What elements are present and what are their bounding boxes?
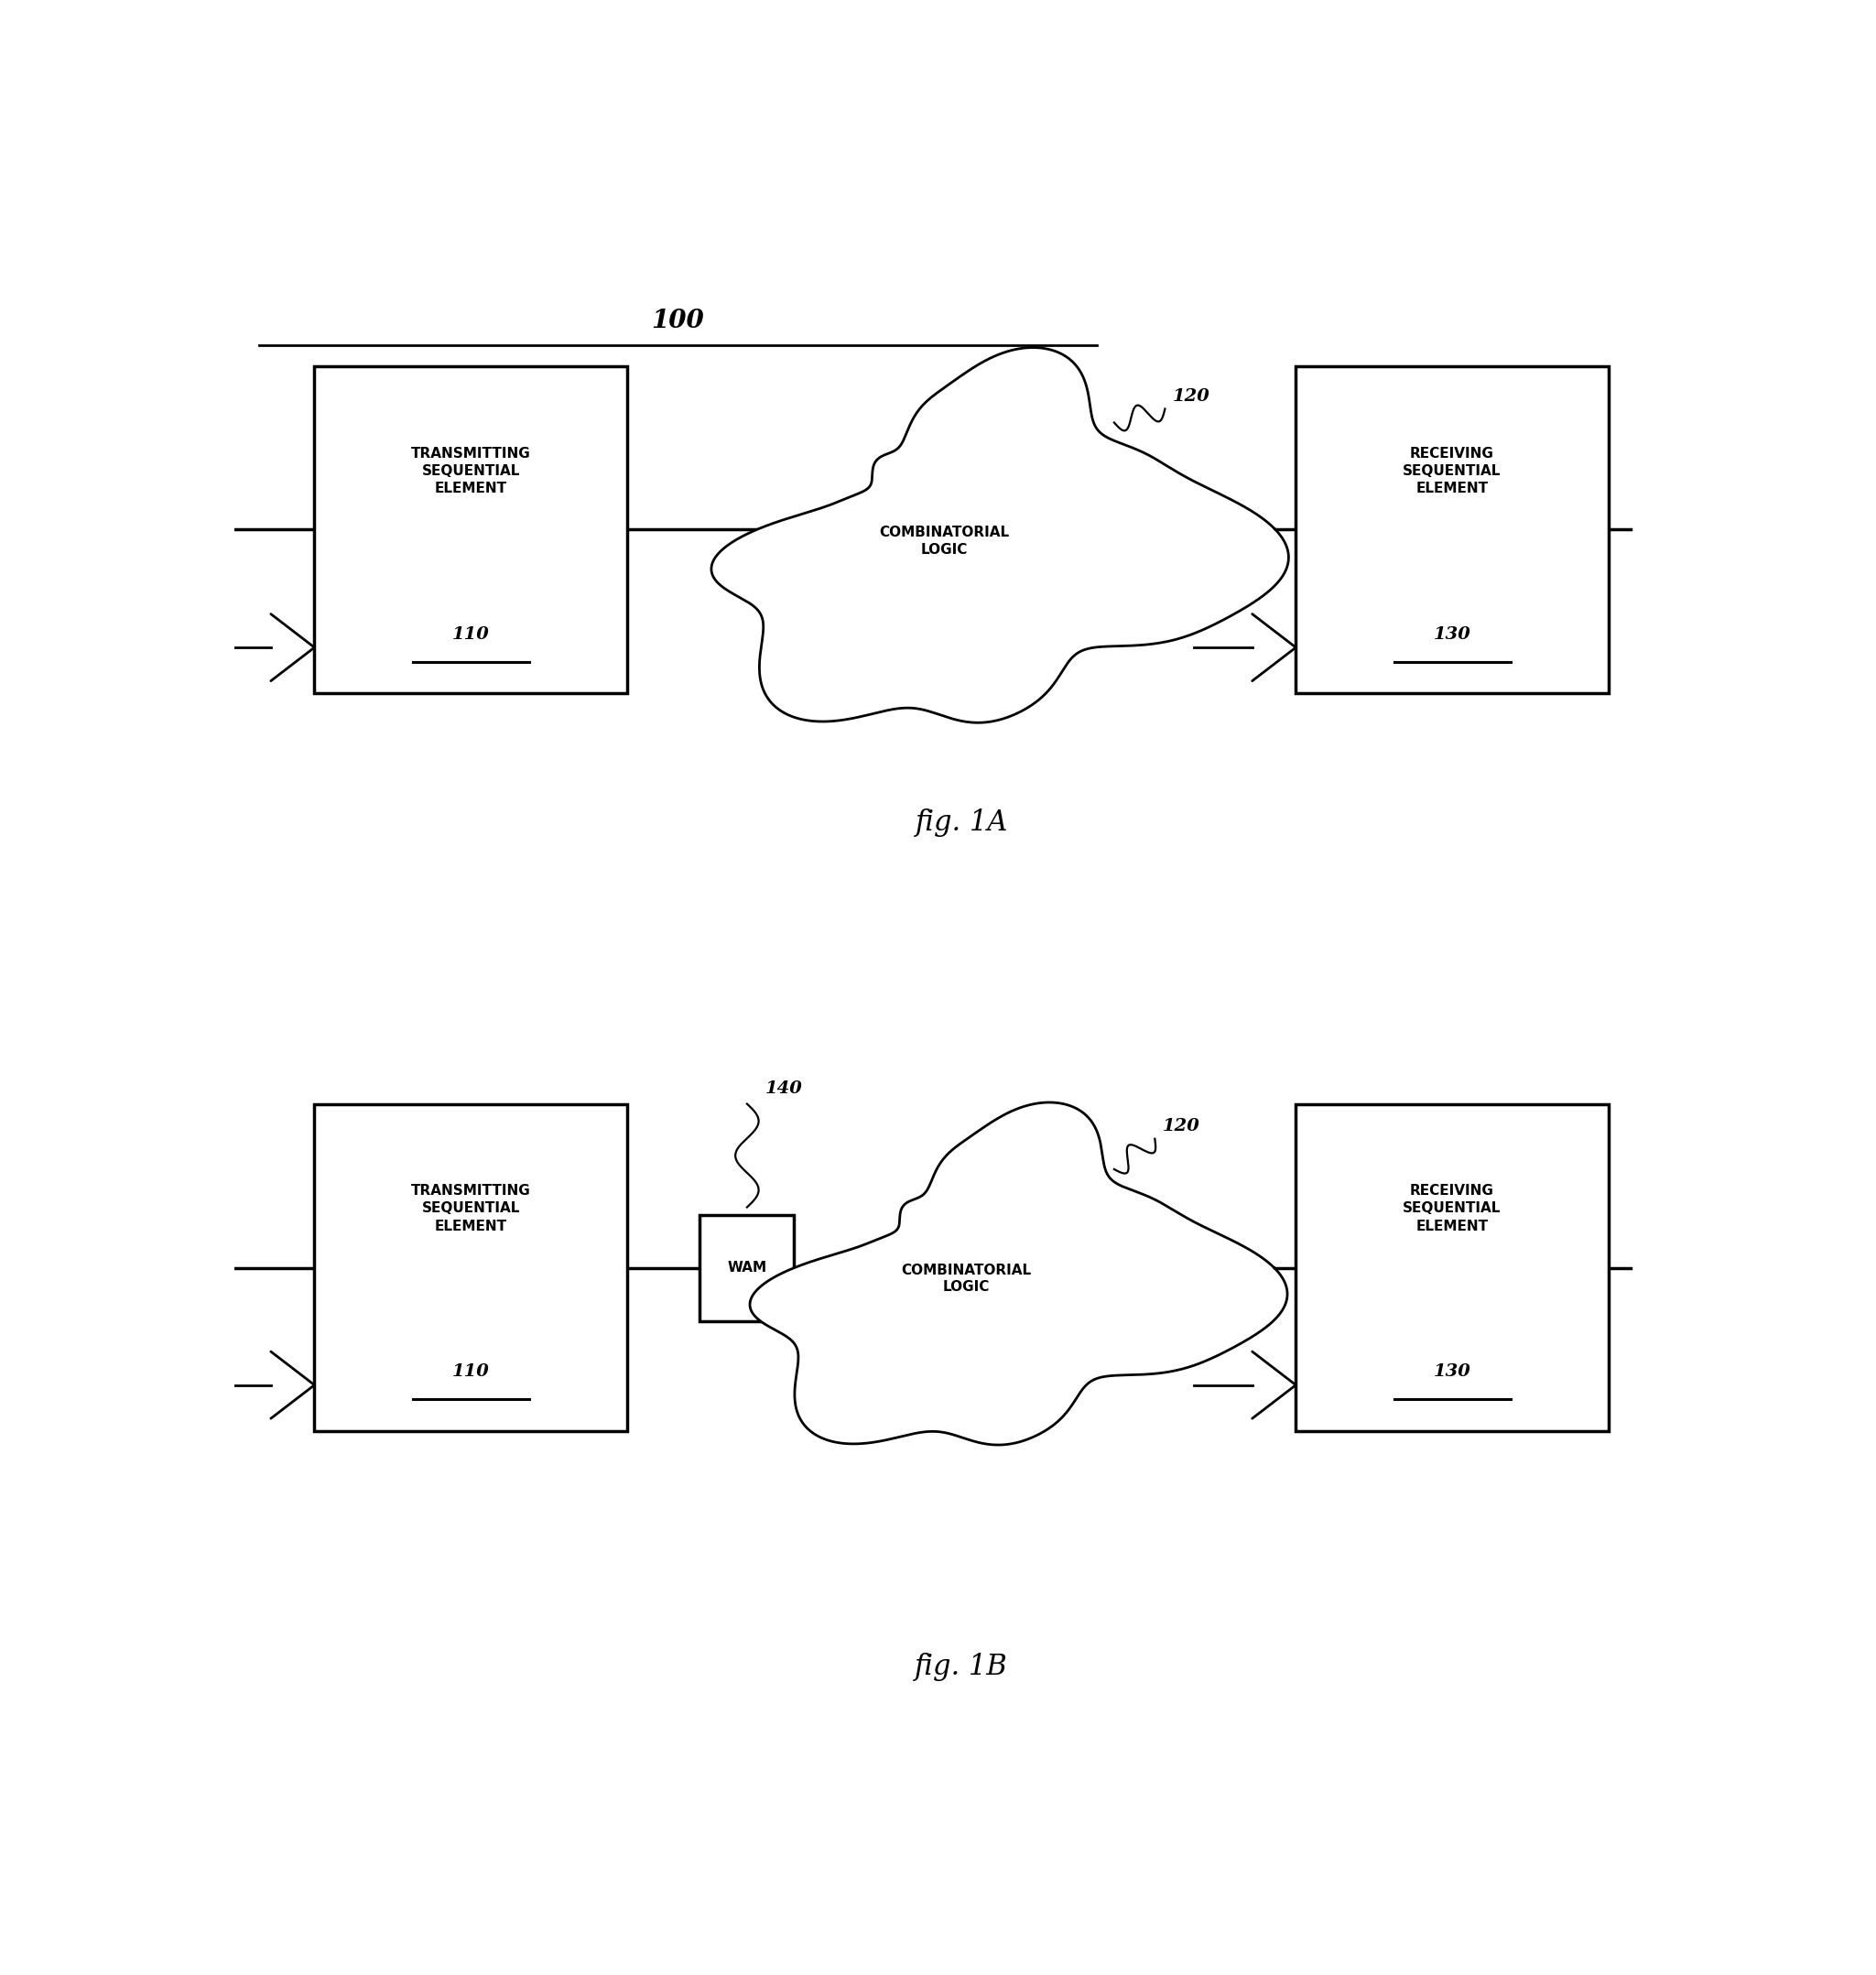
Text: RECEIVING
SEQUENTIAL
ELEMENT: RECEIVING SEQUENTIAL ELEMENT xyxy=(1403,1183,1501,1232)
Bar xyxy=(700,1215,794,1321)
Text: 120: 120 xyxy=(1172,389,1210,405)
Polygon shape xyxy=(750,1102,1287,1446)
Text: COMBINATORIAL
LOGIC: COMBINATORIAL LOGIC xyxy=(900,1264,1032,1294)
Text: COMBINATORIAL
LOGIC: COMBINATORIAL LOGIC xyxy=(880,525,1009,557)
Text: 120: 120 xyxy=(1161,1118,1199,1136)
Bar xyxy=(1296,365,1608,693)
Text: RECEIVING
SEQUENTIAL
ELEMENT: RECEIVING SEQUENTIAL ELEMENT xyxy=(1403,446,1501,496)
Bar xyxy=(1296,1104,1608,1430)
Text: WAM: WAM xyxy=(728,1262,767,1276)
Text: 130: 130 xyxy=(1433,1363,1471,1381)
Text: 110: 110 xyxy=(452,626,490,642)
Text: TRANSMITTING
SEQUENTIAL
ELEMENT: TRANSMITTING SEQUENTIAL ELEMENT xyxy=(411,1183,531,1232)
Text: 140: 140 xyxy=(765,1080,803,1096)
Bar xyxy=(315,1104,627,1430)
Text: fig. 1A: fig. 1A xyxy=(915,808,1007,837)
Text: fig. 1B: fig. 1B xyxy=(915,1653,1007,1681)
Text: 110: 110 xyxy=(452,1363,490,1381)
Bar xyxy=(315,365,627,693)
Text: 130: 130 xyxy=(1433,626,1471,642)
Polygon shape xyxy=(711,348,1289,723)
Text: TRANSMITTING
SEQUENTIAL
ELEMENT: TRANSMITTING SEQUENTIAL ELEMENT xyxy=(411,446,531,496)
Text: 100: 100 xyxy=(651,308,704,334)
